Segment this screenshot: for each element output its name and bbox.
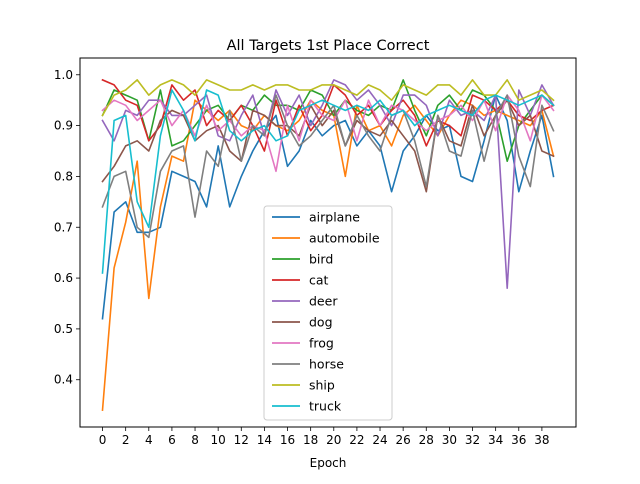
x-tick-label: 20 xyxy=(326,433,341,447)
series-line-deer xyxy=(101,79,555,290)
x-tick-label: 2 xyxy=(122,433,130,447)
legend-label-deer: deer xyxy=(309,294,338,309)
x-axis-label: Epoch xyxy=(310,456,347,470)
x-axis: 0 2 4 6 8 10 12 14 16 18 20 22 24 26 28 30 32 34 36 38 xyxy=(99,427,550,447)
x-tick-label: 6 xyxy=(168,433,176,447)
series-line-ship xyxy=(101,79,555,117)
series-line-frog xyxy=(101,94,555,173)
x-tick-label: 4 xyxy=(145,433,153,447)
plot-frame xyxy=(79,57,577,428)
legend: airplane automobile bird cat deer dog frog hors… xyxy=(263,205,393,421)
legend-label-bird: bird xyxy=(309,252,333,267)
x-tick-label: 0 xyxy=(99,433,107,447)
series-line-horse xyxy=(101,94,555,239)
x-tick-label: 26 xyxy=(396,433,411,447)
legend-label-cat: cat xyxy=(309,273,329,288)
legend-label-airplane: airplane xyxy=(309,210,360,225)
legend-label-horse: horse xyxy=(309,357,344,372)
y-tick-label: 0.7 xyxy=(54,220,73,234)
series-line-cat xyxy=(101,78,555,152)
x-tick-label: 34 xyxy=(488,433,503,447)
x-tick-label: 28 xyxy=(419,433,434,447)
y-tick-label: 0.5 xyxy=(54,322,73,336)
x-tick-label: 16 xyxy=(280,433,295,447)
legend-label-frog: frog xyxy=(309,336,334,351)
x-tick-label: 8 xyxy=(191,433,199,447)
x-tick-label: 30 xyxy=(442,433,457,447)
y-tick-label: 0.4 xyxy=(54,373,73,387)
series-line-truck xyxy=(101,89,555,274)
legend-label-ship: ship xyxy=(309,378,335,393)
y-tick-label: 0.6 xyxy=(54,271,73,285)
x-tick-label: 32 xyxy=(465,433,480,447)
x-tick-label: 36 xyxy=(511,433,526,447)
y-tick-label: 1.0 xyxy=(54,68,73,82)
y-tick-label: 0.8 xyxy=(54,169,73,183)
series-line-bird xyxy=(101,79,555,162)
series-layer xyxy=(101,78,555,412)
y-tick-label: 0.9 xyxy=(54,119,73,133)
x-tick-label: 10 xyxy=(211,433,226,447)
y-axis: 0.4 0.5 0.6 0.7 0.8 0.9 1.0 xyxy=(54,68,80,387)
legend-label-dog: dog xyxy=(309,315,333,330)
x-tick-label: 18 xyxy=(303,433,318,447)
series-line-airplane xyxy=(101,94,555,320)
legend-label-automobile: automobile xyxy=(309,231,380,246)
x-tick-label: 12 xyxy=(234,433,249,447)
x-tick-label: 14 xyxy=(257,433,272,447)
legend-label-truck: truck xyxy=(309,399,342,414)
x-tick-label: 38 xyxy=(534,433,549,447)
x-tick-label: 22 xyxy=(349,433,364,447)
x-tick-label: 24 xyxy=(372,433,387,447)
chart-title: All Targets 1st Place Correct xyxy=(227,38,430,54)
